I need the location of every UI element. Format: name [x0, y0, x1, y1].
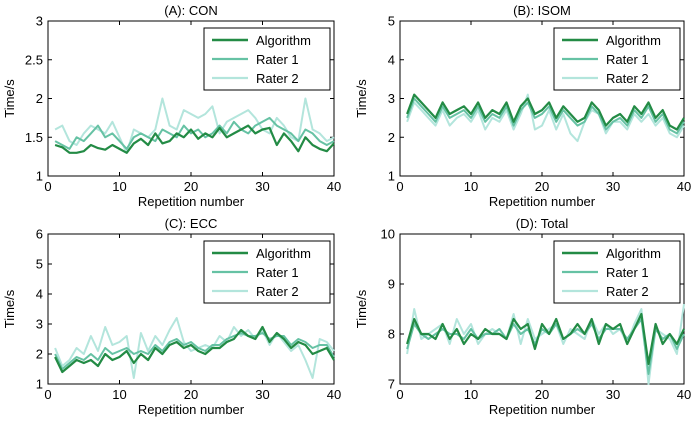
x-axis-label: Repetition number: [489, 402, 596, 417]
legend-label: Rater 2: [606, 71, 649, 86]
x-tick-label: 0: [396, 387, 403, 402]
legend-label: Rater 1: [256, 265, 299, 280]
legend-label: Rater 2: [256, 71, 299, 86]
legend-label: Algorithm: [256, 246, 311, 261]
y-axis-label: Time/s: [354, 289, 369, 328]
y-tick-label: 5: [388, 14, 395, 29]
series-line-rater-1: [406, 97, 685, 135]
series-line-rater-2: [406, 93, 685, 143]
x-tick-label: 0: [396, 179, 403, 194]
legend-label: Rater 1: [606, 265, 649, 280]
series-line-rater-1: [54, 116, 335, 150]
x-tick-label: 20: [535, 387, 549, 402]
y-tick-label: 10: [381, 227, 395, 242]
chart-title: (B): ISOM: [513, 3, 571, 18]
y-tick-label: 4: [36, 287, 43, 302]
y-tick-label: 9: [388, 277, 395, 292]
x-tick-label: 40: [327, 179, 341, 194]
legend-label: Rater 1: [606, 52, 649, 67]
x-tick-label: 40: [677, 387, 691, 402]
x-axis-label: Repetition number: [138, 194, 245, 209]
x-tick-label: 30: [255, 387, 269, 402]
chart-panel-3: (C): ECC 0 10 20 30 40 1 2 3 4 5 6 Repetition number…: [2, 216, 341, 417]
x-tick-label: 40: [327, 387, 341, 402]
y-tick-label: 1: [36, 377, 43, 392]
y-tick-label: 3: [36, 14, 43, 29]
x-axis-label: Repetition number: [138, 402, 245, 417]
series-line-rater-1: [54, 332, 335, 370]
x-tick-label: 30: [606, 179, 620, 194]
series-line-rater-2: [54, 317, 335, 379]
y-tick-label: 6: [36, 227, 43, 242]
x-tick-label: 10: [464, 387, 478, 402]
y-tick-label: 3: [388, 91, 395, 106]
x-axis-label: Repetition number: [489, 194, 596, 209]
chart-panel-1: (A): CON 0 10 20 30 40 1 1.5 2 2.5 3 Repetition num…: [2, 3, 341, 209]
y-tick-label: 7: [388, 377, 395, 392]
y-tick-label: 2: [388, 130, 395, 145]
chart-title: (A): CON: [164, 3, 217, 18]
legend-label: Algorithm: [256, 33, 311, 48]
chart-title: (D): Total: [516, 216, 569, 231]
y-tick-label: 4: [388, 52, 395, 67]
x-tick-label: 0: [44, 179, 51, 194]
x-tick-label: 10: [112, 179, 126, 194]
y-tick-label: 5: [36, 257, 43, 272]
y-tick-label: 1.5: [25, 130, 43, 145]
chart-title: (C): ECC: [165, 216, 218, 231]
legend-label: Rater 2: [256, 284, 299, 299]
y-tick-label: 8: [388, 327, 395, 342]
legend-label: Rater 2: [606, 284, 649, 299]
chart-panel-2: (B): ISOM 0 10 20 30 40 1 2 3 4 5 Repetition number…: [354, 3, 691, 209]
y-tick-label: 1: [36, 169, 43, 184]
series-line-algorithm: [406, 312, 685, 366]
y-tick-label: 2.5: [25, 52, 43, 67]
y-tick-label: 3: [36, 317, 43, 332]
y-axis-label: Time/s: [354, 79, 369, 118]
y-axis-label: Time/s: [2, 79, 17, 118]
series-line-algorithm: [54, 124, 335, 154]
x-tick-label: 30: [255, 179, 269, 194]
y-tick-label: 2: [36, 91, 43, 106]
y-axis-label: Time/s: [2, 289, 17, 328]
y-tick-label: 2: [36, 347, 43, 362]
x-tick-label: 20: [535, 179, 549, 194]
y-tick-label: 1: [388, 169, 395, 184]
series-line-algorithm: [406, 93, 685, 131]
x-tick-label: 0: [44, 387, 51, 402]
legend-label: Algorithm: [606, 246, 661, 261]
legend-label: Algorithm: [606, 33, 661, 48]
x-tick-label: 20: [184, 387, 198, 402]
x-tick-label: 10: [112, 387, 126, 402]
x-tick-label: 20: [184, 179, 198, 194]
x-tick-label: 40: [677, 179, 691, 194]
x-tick-label: 30: [606, 387, 620, 402]
chart-panel-4: (D): Total 0 10 20 30 40 7 8 9 10 Repetition numbe…: [354, 216, 691, 417]
legend-label: Rater 1: [256, 52, 299, 67]
series-line-algorithm: [54, 325, 335, 374]
x-tick-label: 10: [464, 179, 478, 194]
